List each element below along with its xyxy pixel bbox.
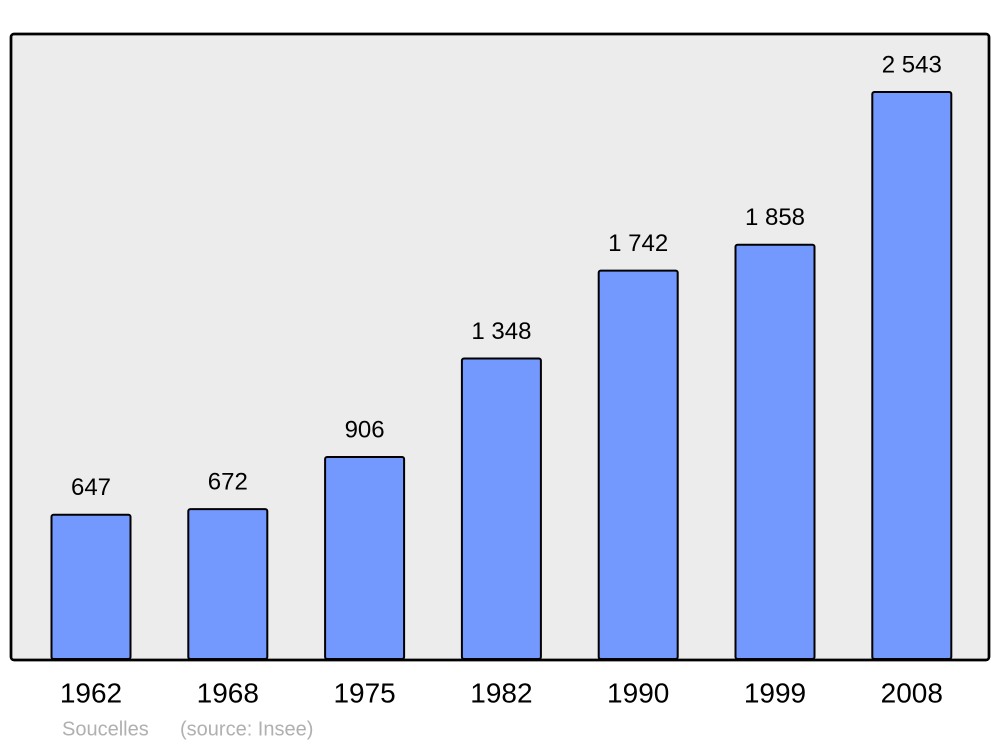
bar [871, 91, 953, 660]
source-note: (source: Insee) [180, 718, 313, 740]
value-label: 1 742 [608, 230, 668, 257]
value-label: 672 [208, 469, 248, 496]
value-label: 906 [345, 416, 385, 443]
value-label: 2 543 [882, 51, 942, 78]
bar [50, 513, 132, 660]
place-note: Soucelles [62, 718, 149, 740]
value-label: 647 [71, 474, 111, 501]
x-tick-label: 1982 [470, 677, 532, 708]
value-label: 1 348 [471, 318, 531, 345]
x-tick-label: 2008 [881, 677, 943, 708]
plot-area [9, 32, 991, 662]
value-label: 1 858 [745, 204, 805, 231]
bar [734, 243, 816, 661]
bar [324, 455, 406, 660]
bar [597, 269, 679, 660]
x-tick-label: 1962 [60, 677, 122, 708]
x-tick-label: 1968 [197, 677, 259, 708]
bar [187, 508, 269, 660]
x-tick-label: 1999 [744, 677, 806, 708]
x-tick-label: 1975 [333, 677, 395, 708]
bar [460, 357, 542, 660]
x-tick-label: 1990 [607, 677, 669, 708]
